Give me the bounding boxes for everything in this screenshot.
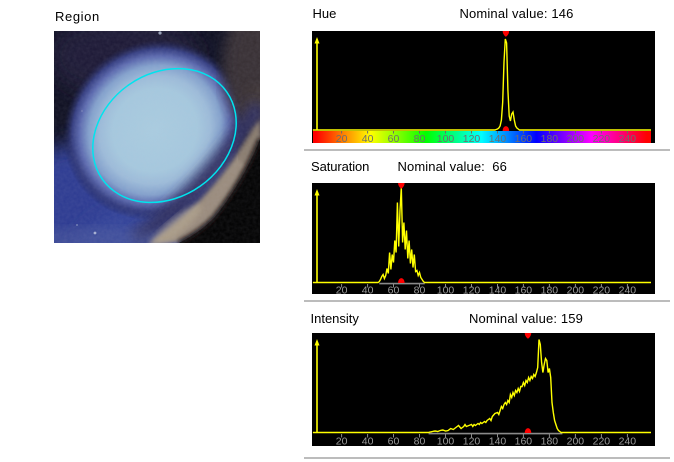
svg-text:200: 200	[567, 133, 585, 143]
svg-text:20: 20	[336, 133, 348, 143]
svg-text:220: 220	[593, 436, 611, 447]
svg-text:220: 220	[593, 133, 611, 143]
svg-text:180: 180	[541, 436, 559, 447]
svg-text:220: 220	[593, 285, 611, 295]
svg-text:80: 80	[414, 285, 426, 295]
svg-text:200: 200	[567, 436, 585, 447]
svg-text:240: 240	[619, 133, 637, 143]
svg-text:180: 180	[541, 285, 559, 295]
svg-text:100: 100	[437, 285, 455, 295]
svg-text:140: 140	[489, 285, 507, 295]
svg-text:40: 40	[362, 436, 374, 447]
svg-text:20: 20	[336, 436, 348, 447]
svg-text:40: 40	[362, 133, 374, 143]
svg-text:240: 240	[619, 285, 637, 295]
svg-text:160: 160	[515, 436, 533, 447]
svg-text:140: 140	[489, 133, 507, 143]
svg-text:40: 40	[362, 285, 374, 295]
svg-text:200: 200	[567, 285, 585, 295]
svg-text:180: 180	[541, 133, 559, 143]
svg-text:100: 100	[437, 436, 455, 447]
svg-text:80: 80	[414, 436, 426, 447]
svg-text:60: 60	[388, 285, 400, 295]
svg-text:100: 100	[437, 133, 455, 143]
svg-text:60: 60	[388, 436, 400, 447]
svg-text:160: 160	[515, 133, 533, 143]
svg-text:140: 140	[489, 436, 507, 447]
svg-text:20: 20	[336, 285, 348, 295]
svg-text:120: 120	[463, 133, 481, 143]
svg-text:160: 160	[515, 285, 533, 295]
svg-text:120: 120	[463, 285, 481, 295]
svg-text:240: 240	[619, 436, 637, 447]
svg-text:120: 120	[463, 436, 481, 447]
svg-text:80: 80	[414, 133, 426, 143]
svg-text:60: 60	[388, 133, 400, 143]
